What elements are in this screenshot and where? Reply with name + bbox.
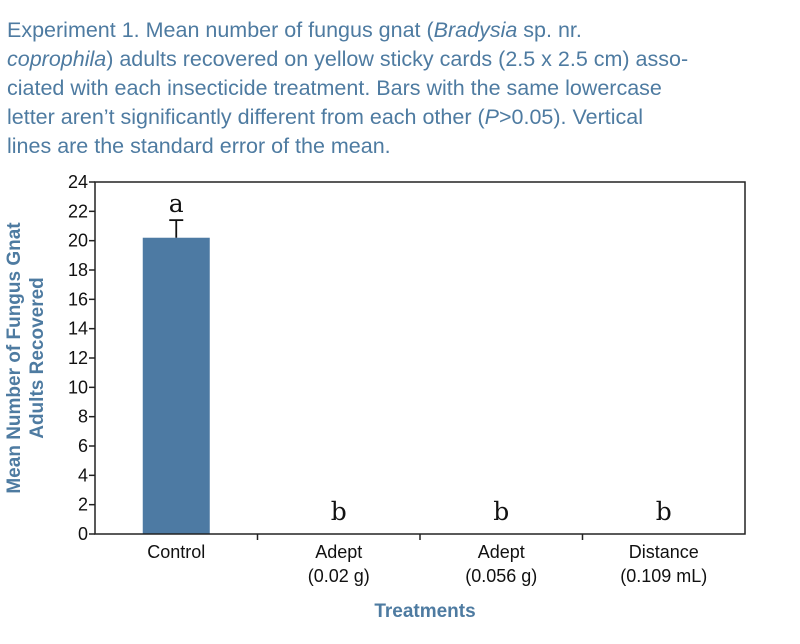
x-category-label: Control — [147, 542, 205, 562]
significance-letter: a — [169, 189, 184, 218]
y-tick-label: 22 — [68, 201, 88, 221]
x-category-sublabel: (0.056 g) — [465, 566, 537, 586]
x-category-sublabel: (0.02 g) — [308, 566, 370, 586]
x-axis-title: Treatments — [374, 601, 475, 622]
y-tick-label: 10 — [68, 377, 88, 397]
significance-letter: b — [331, 497, 347, 526]
y-tick-label: 8 — [78, 407, 88, 427]
y-axis-title-line2: Adults Recovered — [27, 277, 48, 439]
y-tick-label: 12 — [68, 348, 88, 368]
y-tick-label: 16 — [68, 289, 88, 309]
figure-caption: Experiment 1. Mean number of fungus gnat… — [7, 18, 689, 158]
y-tick-label: 14 — [68, 319, 88, 339]
y-tick-label: 20 — [68, 231, 88, 251]
y-tick-label: 2 — [78, 495, 88, 515]
y-tick-label: 6 — [78, 436, 88, 456]
y-tick-label: 24 — [68, 172, 88, 192]
bar — [142, 237, 210, 534]
y-axis-title-line1: Mean Number of Fungus Gnat — [4, 222, 25, 494]
significance-letter: b — [493, 497, 509, 526]
x-category-label: Adept — [315, 542, 362, 562]
x-category-sublabel: (0.109 mL) — [620, 566, 707, 586]
y-tick-label: 4 — [78, 465, 88, 485]
x-category-label: Adept — [478, 542, 525, 562]
significance-letter: b — [656, 497, 672, 526]
y-tick-label: 0 — [78, 524, 88, 544]
x-category-label: Distance — [629, 542, 699, 562]
y-tick-label: 18 — [68, 260, 88, 280]
